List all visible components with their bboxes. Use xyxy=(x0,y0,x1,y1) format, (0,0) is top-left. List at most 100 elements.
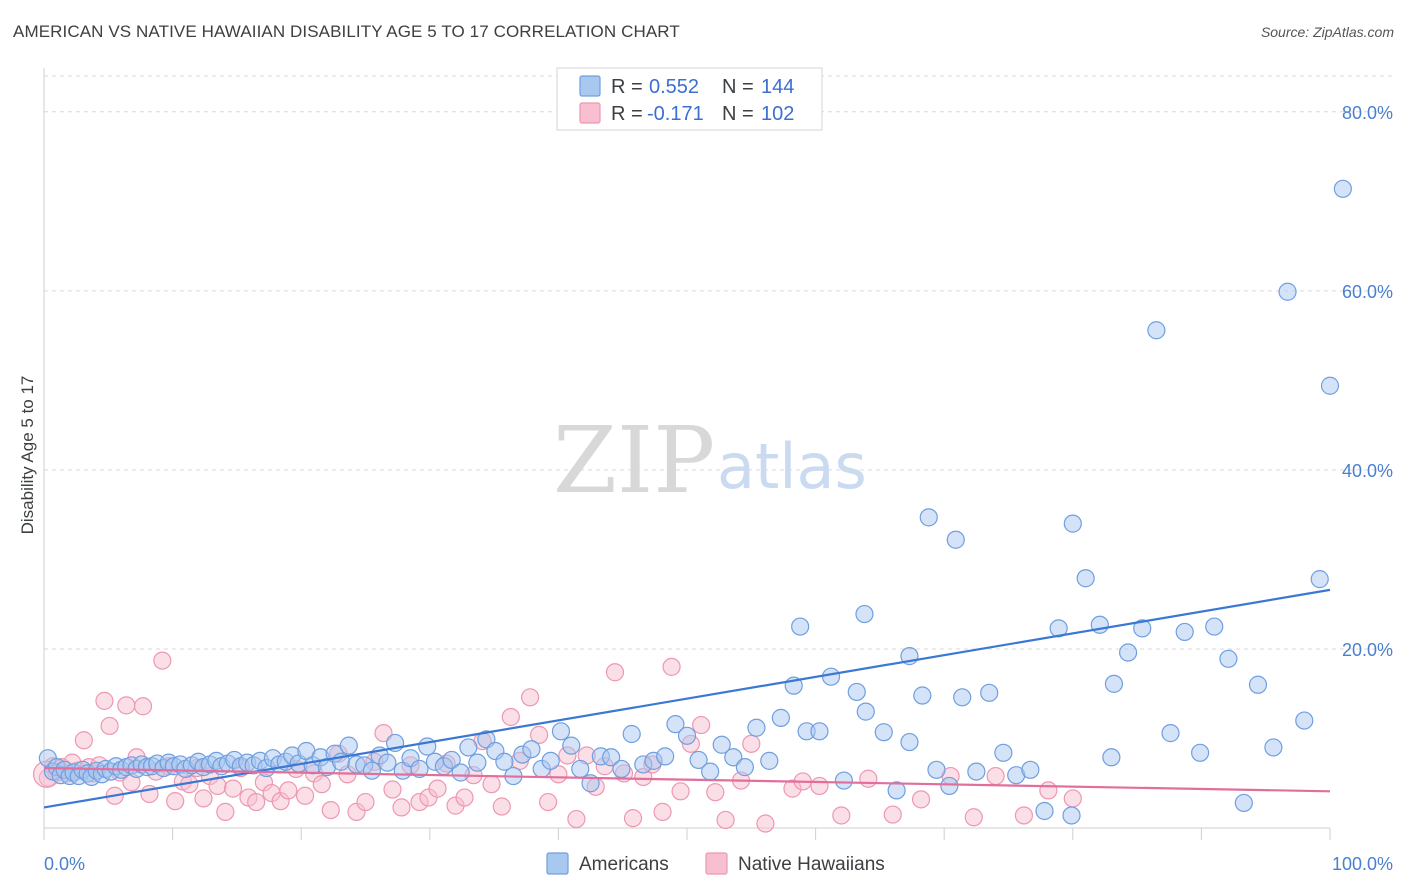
point-native-hawaiians-43 xyxy=(321,800,340,820)
point-americans-110 xyxy=(900,732,919,752)
point-native-hawaiians-92 xyxy=(832,806,851,825)
point-americans-122 xyxy=(1021,760,1040,779)
point-native-hawaiians-94 xyxy=(883,805,902,824)
series-native-hawaiians xyxy=(32,651,1082,833)
point-americans-89 xyxy=(666,715,685,734)
point-americans-109 xyxy=(887,781,906,800)
point-native-hawaiians-31 xyxy=(223,779,243,798)
point-americans-145 xyxy=(1320,376,1340,395)
point-americans-58 xyxy=(378,753,397,772)
point-americans-136 xyxy=(1191,743,1210,762)
y-tick-label-20: 20.0% xyxy=(1342,640,1393,660)
point-americans-104 xyxy=(834,771,853,790)
chart-source: Source: ZipAtlas.com xyxy=(1260,24,1394,40)
stats-legend-box xyxy=(556,67,823,131)
legend-n-value-native-hawaiians: 102 xyxy=(761,103,794,125)
grid-lines: 20.0% 40.0% 60.0% 80.0% xyxy=(44,75,1393,660)
point-americans-56 xyxy=(362,761,382,780)
point-native-hawaiians-85 xyxy=(716,810,735,830)
point-americans-95 xyxy=(735,758,754,777)
point-americans-103 xyxy=(821,667,841,686)
point-native-hawaiians-87 xyxy=(742,734,761,753)
trend-lines xyxy=(43,588,1331,809)
point-native-hawaiians-23 xyxy=(166,792,185,811)
point-americans-120 xyxy=(994,743,1013,762)
point-native-hawaiians-99 xyxy=(1014,806,1034,825)
point-native-hawaiians-58 xyxy=(455,788,474,807)
point-native-hawaiians-51 xyxy=(392,798,411,817)
point-americans-80 xyxy=(571,759,590,779)
point-americans-118 xyxy=(967,762,986,781)
point-americans-137 xyxy=(1205,617,1224,636)
point-americans-112 xyxy=(913,686,932,705)
watermark-zip: ZIP xyxy=(553,407,715,514)
point-americans-132 xyxy=(1133,619,1152,638)
series-legend: Americans Native Hawaiians xyxy=(546,852,885,875)
point-native-hawaiians-27 xyxy=(194,789,213,808)
point-americans-93 xyxy=(712,735,731,754)
point-americans-113 xyxy=(919,508,938,527)
point-americans-68 xyxy=(459,738,478,757)
point-native-hawaiians-40 xyxy=(295,786,315,805)
point-americans-143 xyxy=(1295,711,1314,730)
point-americans-102 xyxy=(810,722,829,741)
bottom-legend-swatch-native-hawaiians xyxy=(705,852,728,875)
point-native-hawaiians-34 xyxy=(247,792,266,812)
point-native-hawaiians-91 xyxy=(810,776,829,796)
y-tick-label-80: 80.0% xyxy=(1342,103,1393,123)
point-native-hawaiians-62 xyxy=(492,797,511,816)
bottom-legend-label-americans: Americans xyxy=(579,854,669,875)
point-native-hawaiians-83 xyxy=(692,715,711,735)
point-native-hawaiians-79 xyxy=(653,802,672,821)
bottom-legend-swatch-americans xyxy=(546,852,569,875)
point-native-hawaiians-12 xyxy=(100,716,119,736)
point-americans-75 xyxy=(522,740,541,759)
point-americans-67 xyxy=(451,763,470,782)
point-native-hawaiians-68 xyxy=(549,765,568,784)
point-americans-78 xyxy=(551,722,571,741)
point-native-hawaiians-38 xyxy=(279,781,298,800)
point-native-hawaiians-101 xyxy=(1063,789,1082,808)
point-native-hawaiians-42 xyxy=(312,775,331,794)
legend-swatch-native-hawaiians xyxy=(579,102,601,124)
x-tick-label-max: 100.0% xyxy=(1332,854,1393,874)
point-native-hawaiians-55 xyxy=(428,779,447,798)
point-americans-83 xyxy=(602,748,621,767)
legend-n-label-americans: N = xyxy=(722,76,754,98)
point-americans-146 xyxy=(1333,179,1352,198)
point-americans-116 xyxy=(946,530,965,549)
legend-n-label-native-hawaiians: N = xyxy=(722,103,754,125)
point-americans-69 xyxy=(468,753,487,772)
point-native-hawaiians-98 xyxy=(986,766,1005,786)
point-americans-138 xyxy=(1219,649,1238,668)
stats-legend: R = 0.552 N = 144 R = -0.171 N = 102 xyxy=(556,67,823,131)
point-native-hawaiians-30 xyxy=(216,802,235,821)
point-native-hawaiians-18 xyxy=(133,697,153,716)
point-americans-140 xyxy=(1248,675,1268,694)
point-native-hawaiians-15 xyxy=(117,696,136,715)
point-americans-115 xyxy=(940,776,959,796)
y-axis-label: Disability Age 5 to 17 xyxy=(18,376,37,535)
point-native-hawaiians-95 xyxy=(911,790,931,809)
point-native-hawaiians-74 xyxy=(605,663,625,682)
point-americans-90 xyxy=(677,726,697,745)
point-americans-62 xyxy=(410,759,429,779)
point-native-hawaiians-11 xyxy=(95,691,114,710)
y-tick-label-40: 40.0% xyxy=(1342,461,1393,481)
legend-n-value-americans: 144 xyxy=(761,76,794,98)
point-americans-88 xyxy=(656,747,675,766)
point-americans-135 xyxy=(1175,622,1194,642)
point-americans-126 xyxy=(1063,514,1082,533)
point-native-hawaiians-21 xyxy=(153,651,172,670)
point-americans-144 xyxy=(1310,570,1329,589)
point-native-hawaiians-70 xyxy=(567,809,586,829)
point-americans-139 xyxy=(1234,793,1253,813)
point-americans-85 xyxy=(622,724,641,744)
point-americans-130 xyxy=(1104,674,1124,693)
point-americans-79 xyxy=(562,736,581,755)
point-americans-96 xyxy=(747,718,766,737)
point-native-hawaiians-61 xyxy=(482,775,501,794)
point-americans-133 xyxy=(1147,321,1166,340)
point-americans-129 xyxy=(1102,748,1121,767)
